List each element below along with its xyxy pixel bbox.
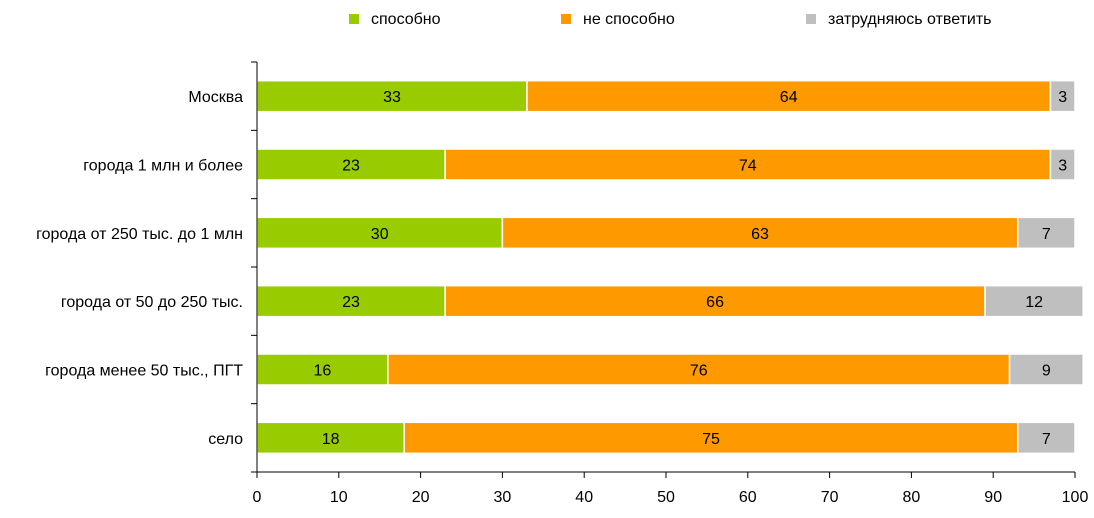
bar-5-1 [403,421,1019,455]
data-label-3-2: 12 [1025,294,1043,311]
data-label-5-0: 18 [322,431,340,448]
data-label-0-1: 64 [780,89,798,106]
data-label-0-2: 3 [1058,89,1067,106]
legend-label-1: не способно [583,11,675,28]
x-tick-label-6: 60 [739,489,757,506]
data-label-1-1: 74 [739,158,757,175]
bar-4-2 [1008,353,1084,386]
legend-swatch-0 [349,14,359,24]
data-label-5-2: 7 [1042,431,1051,448]
bar-1-1 [444,148,1052,181]
data-label-2-0: 30 [371,226,389,243]
bar-3-2 [984,284,1084,318]
category-label-0: Москва [188,89,243,106]
data-label-2-2: 7 [1042,226,1051,243]
data-label-1-0: 23 [342,158,360,175]
data-label-2-1: 63 [751,226,769,243]
data-label-1-2: 3 [1058,158,1067,175]
legend: способно не способно затрудняюсь ответить [349,11,992,28]
x-tick-label-7: 70 [821,489,839,506]
legend-swatch-2 [806,14,816,24]
axes: Москва города 1 млн и более города от 250 … [36,61,1089,506]
category-label-3: города от 50 до 250 тыс. [61,294,243,311]
bar-4-0 [256,353,389,386]
x-tick-label-10: 100 [1062,489,1089,506]
bar-5-2 [1016,421,1076,455]
legend-swatch-1 [561,14,571,24]
data-label-5-1: 75 [702,431,720,448]
x-tick-label-0: 0 [253,489,262,506]
x-tick-label-3: 30 [494,489,512,506]
category-label-4: города менее 50 тыс., ПГТ [45,363,243,380]
x-tick-label-2: 20 [412,489,430,506]
category-label-5: село [208,431,243,448]
legend-label-2: затрудняюсь ответить [828,11,992,28]
x-tick-label-5: 50 [657,489,675,506]
data-label-3-0: 23 [342,294,360,311]
bars: 33 64 3 23 74 3 30 63 7 23 66 12 16 76 9 18 75 7 [256,79,1084,455]
category-label-2: города от 250 тыс. до 1 млн [36,226,243,243]
x-tick-label-1: 10 [330,489,348,506]
bar-2-1 [501,216,1019,250]
bar-0-1 [526,79,1052,113]
data-label-4-1: 76 [690,363,708,380]
x-tick-label-8: 80 [903,489,921,506]
data-label-3-1: 66 [706,294,724,311]
bar-2-2 [1016,216,1076,250]
x-tick-label-9: 90 [984,489,1002,506]
data-label-4-0: 16 [314,363,332,380]
bar-1-2 [1049,148,1076,181]
data-label-0-0: 33 [383,89,401,106]
category-label-1: города 1 млн и более [83,158,243,175]
bar-0-2 [1049,79,1076,113]
data-label-4-2: 9 [1042,363,1051,380]
bar-2-0 [256,216,504,250]
x-tick-label-4: 40 [575,489,593,506]
bar-4-1 [387,353,1011,386]
legend-label-0: способно [371,11,441,28]
